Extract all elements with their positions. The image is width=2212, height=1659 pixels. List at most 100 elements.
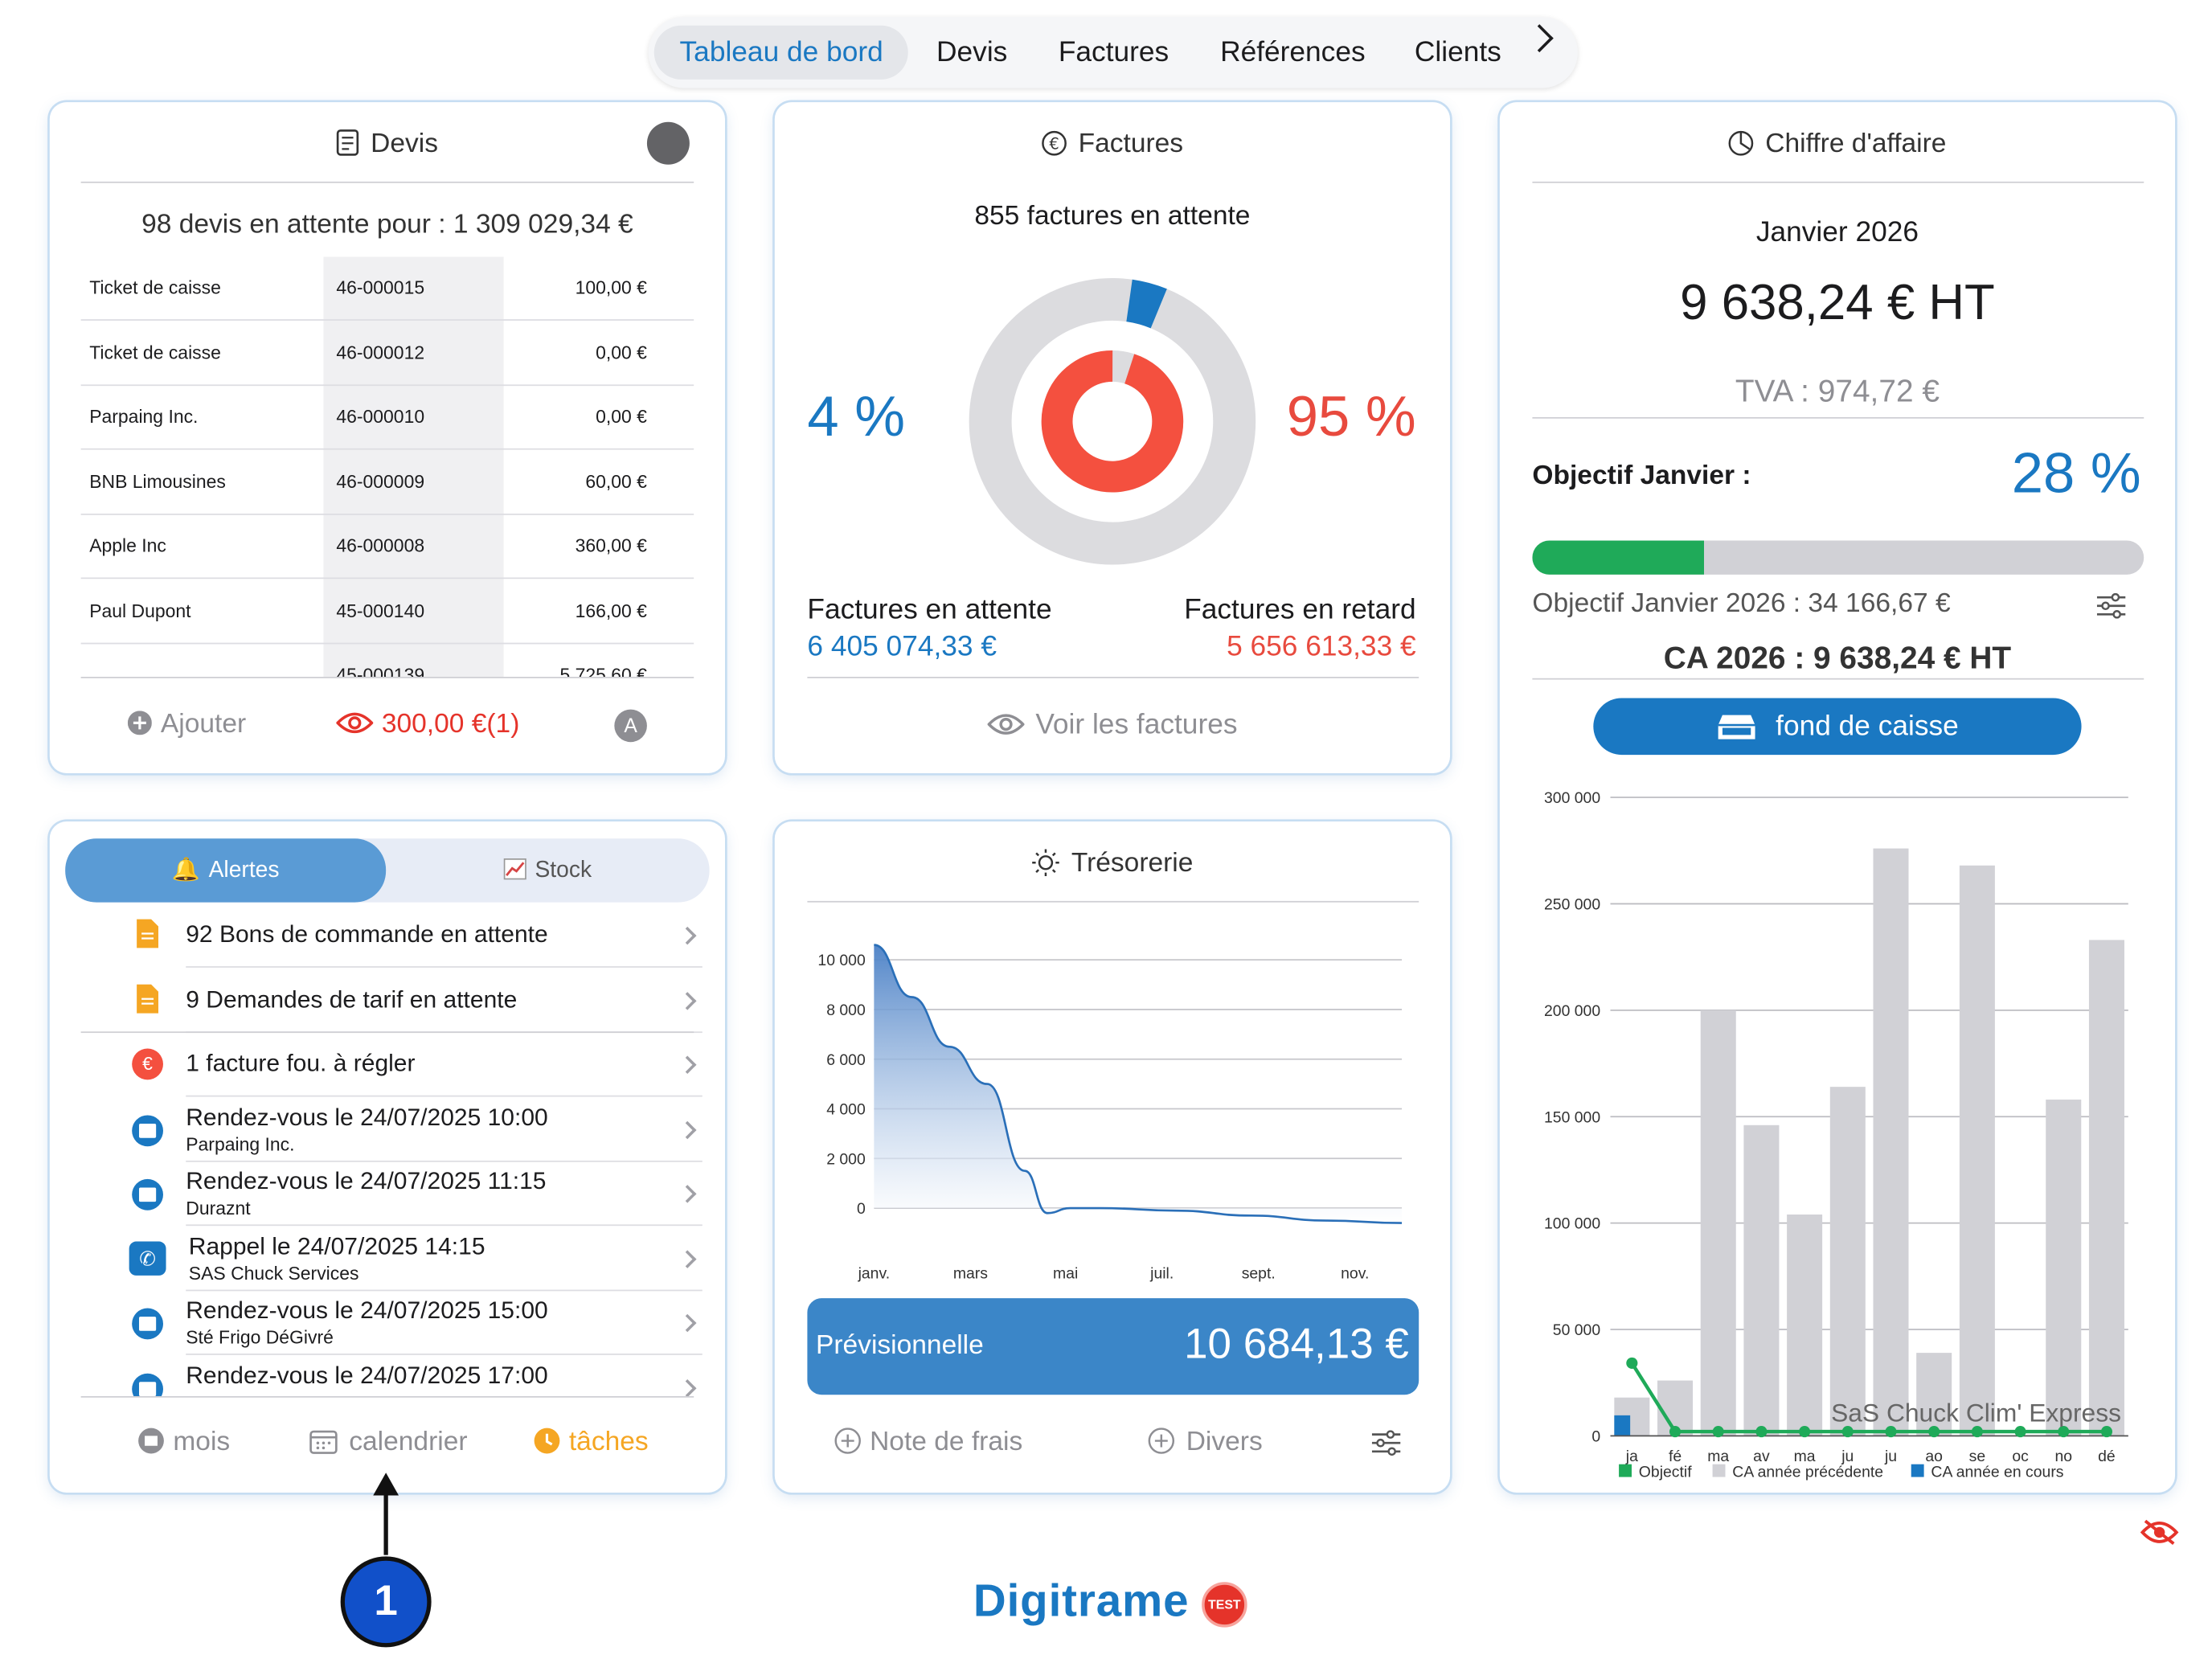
y-tick-label: 8 000: [826, 1002, 866, 1019]
add-button[interactable]: Ajouter: [127, 710, 246, 741]
list-item[interactable]: 92 Bons de commande en attente: [137, 903, 703, 968]
x-tick-label: ma: [1707, 1448, 1729, 1465]
factures-title: Factures: [1078, 129, 1184, 159]
top-navigation: Tableau de bord Devis Factures Référence…: [648, 17, 1578, 88]
objective-point: [2100, 1426, 2113, 1438]
fond-de-caisse-button[interactable]: fond de caisse: [1593, 698, 2082, 756]
late-amount: 5 656 613,33 €: [1227, 631, 1416, 663]
x-tick-label: sept.: [1242, 1264, 1276, 1282]
archive-badge[interactable]: A: [614, 709, 647, 743]
x-tick-label: janv.: [858, 1264, 891, 1282]
callout-arrow: [373, 1473, 399, 1555]
chiffre-affaire-card: Chiffre d'affaire Janvier 2026 9 638,24 …: [1499, 102, 2176, 1493]
tab-clients[interactable]: Clients: [1414, 36, 1501, 68]
plus-circle-icon: [127, 711, 152, 735]
list-item[interactable]: ✆ Rappel le 24/07/2025 14:15 SAS Chuck Se…: [129, 1227, 703, 1291]
objective-point: [1626, 1357, 1638, 1369]
divers-button[interactable]: Divers: [1148, 1428, 1263, 1459]
pending-label: Factures en attente: [807, 594, 1052, 626]
table-row[interactable]: Parpaing Inc. 46-000010 0,00 €: [80, 386, 694, 450]
bar-previous-year: [1700, 1010, 1736, 1436]
mois-button[interactable]: mois: [137, 1428, 230, 1459]
list-item[interactable]: Rendez-vous le 24/07/2025 15:00 Sté Frigo…: [132, 1291, 703, 1355]
list-item[interactable]: 9 Demandes de tarif en attente: [137, 969, 703, 1033]
list-item[interactable]: € 1 facture fou. à régler: [132, 1033, 703, 1097]
tab-tableau-de-bord[interactable]: Tableau de bord: [653, 25, 909, 80]
devis-table: Ticket de caisse 46-000015 100,00 € Ticket…: [50, 257, 725, 677]
document-orange-icon: [137, 983, 159, 1013]
tab-stock[interactable]: Stock: [386, 838, 709, 902]
chart-trend-icon: [503, 858, 526, 880]
objective-point: [1885, 1426, 1897, 1438]
viewed-devis-button[interactable]: 300,00 €(1): [335, 710, 519, 741]
previsionnelle-label: Prévisionnelle: [815, 1330, 984, 1361]
tab-devis[interactable]: Devis: [936, 36, 1008, 68]
status-dot[interactable]: [646, 121, 690, 165]
table-row[interactable]: Paul Dupont 45-000140 166,00 €: [80, 580, 694, 644]
objective-label: Objectif Janvier :: [1532, 461, 1751, 491]
sliders-icon[interactable]: [2095, 592, 2127, 619]
objective-point: [1669, 1426, 1682, 1438]
objective-point: [1841, 1426, 1854, 1438]
chart-overlay-text: SaS Chuck Clim' Express: [1831, 1399, 2121, 1428]
pending-percentage: 4 %: [807, 386, 906, 449]
legend-label: Objectif: [1639, 1464, 1692, 1481]
y-tick-label: 50 000: [1553, 1321, 1601, 1339]
y-tick-label: 250 000: [1544, 895, 1600, 913]
ca-month: Janvier 2026: [1755, 217, 1919, 248]
note-de-frais-button[interactable]: Note de frais: [834, 1428, 1022, 1459]
calendrier-button[interactable]: calendrier: [309, 1428, 468, 1459]
month-circle-icon: [138, 1428, 164, 1454]
objective-point: [2014, 1426, 2026, 1438]
bar-previous-year: [1787, 1215, 1823, 1436]
legend-swatch: [1619, 1464, 1632, 1477]
svg-text:€: €: [1049, 134, 1059, 153]
invoices-donut-chart: [969, 277, 1256, 565]
y-tick-label: 10 000: [817, 952, 866, 969]
table-row[interactable]: Ticket de caisse 46-000012 0,00 €: [80, 322, 694, 386]
y-tick-label: 0: [1591, 1428, 1600, 1445]
tab-factures[interactable]: Factures: [1058, 36, 1169, 68]
tresorerie-card: Trésorerie 10 000 8 000 6 000 4 000 2 000 0 ja…: [774, 821, 1451, 1493]
tab-alertes[interactable]: 🔔 Alertes: [65, 838, 387, 903]
legend-label: CA année en cours: [1931, 1464, 2063, 1481]
tab-references[interactable]: Références: [1220, 36, 1366, 68]
previsionnelle-amount: 10 684,13 €: [1184, 1321, 1409, 1368]
view-invoices-button[interactable]: Voir les factures: [775, 710, 1450, 743]
list-item[interactable]: Rendez-vous le 24/07/2025 11:15 Duraznt: [132, 1162, 703, 1227]
late-label: Factures en retard: [1184, 594, 1416, 626]
y-tick-label: 300 000: [1544, 789, 1600, 807]
bar-previous-year: [1743, 1124, 1780, 1436]
eye-icon: [986, 714, 1025, 735]
x-tick-label: ju: [1884, 1448, 1897, 1465]
cash-drawer-icon: [1717, 715, 1755, 739]
legend-swatch: [1911, 1464, 1924, 1477]
list-item[interactable]: Rendez-vous le 24/07/2025 10:00 Parpaing …: [132, 1097, 703, 1161]
outer-ring-track: [969, 277, 1256, 565]
devis-summary: 98 devis en attente pour : 1 309 029,34 …: [141, 210, 633, 240]
y-tick-label: 2 000: [826, 1150, 866, 1168]
pending-invoices-title: 855 factures en attente: [974, 201, 1251, 231]
hide-eye-icon[interactable]: [2140, 1518, 2179, 1546]
x-tick-label: juil.: [1149, 1264, 1174, 1282]
calendar-icon: [309, 1430, 338, 1454]
previsionnelle-banner[interactable]: Prévisionnelle 10 684,13 €: [807, 1298, 1419, 1395]
ca-year-total: CA 2026 : 9 638,24 € HT: [1663, 640, 2012, 676]
list-item[interactable]: Rendez-vous le 24/07/2025 17:00: [132, 1356, 703, 1396]
treso-line: [874, 944, 1403, 1224]
taches-button[interactable]: tâches: [534, 1428, 649, 1459]
table-row[interactable]: BNB Limousines 46-000009 60,00 €: [80, 450, 694, 514]
table-row[interactable]: Apple Inc 46-000008 360,00 €: [80, 515, 694, 580]
callout-number-badge: 1: [340, 1556, 432, 1648]
table-row[interactable]: 45-000139 5 725,60 €: [81, 644, 694, 677]
x-tick-label: nov.: [1341, 1264, 1369, 1282]
ca-title: Chiffre d'affaire: [1765, 129, 1947, 159]
bar-previous-year: [2088, 940, 2124, 1436]
table-row[interactable]: Ticket de caisse 46-000015 100,00 €: [80, 257, 694, 321]
objective-line: [1630, 1362, 2107, 1434]
treso-area: [874, 944, 1403, 1223]
sliders-icon[interactable]: [1370, 1430, 1402, 1456]
objective-percentage: 28 %: [2011, 442, 2141, 506]
x-tick-label: ja: [1625, 1448, 1638, 1465]
